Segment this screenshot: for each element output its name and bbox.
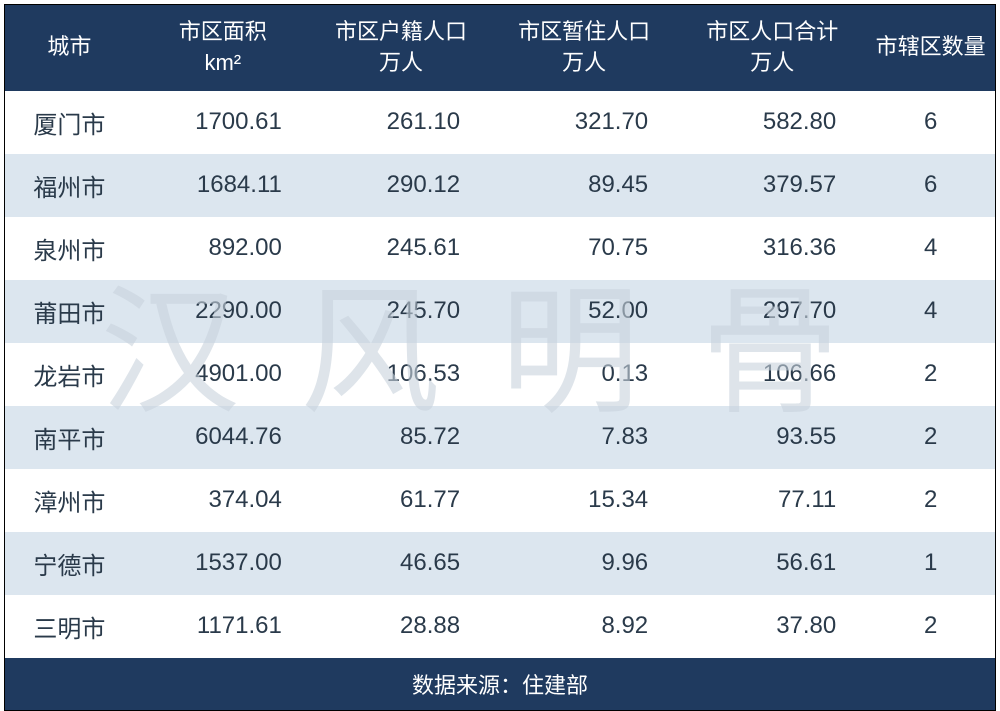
- header-label-line2: 万人: [562, 50, 606, 75]
- table-cell: 15.34: [490, 469, 678, 532]
- table-row: 宁德市1537.0046.659.9656.611: [5, 532, 995, 595]
- header-row: 城市市区面积km²市区户籍人口万人市区暂住人口万人市区人口合计万人市辖区数量: [5, 5, 995, 91]
- table-cell: 6: [866, 154, 995, 217]
- table-cell: 宁德市: [5, 532, 134, 595]
- header-label-line2: km²: [204, 50, 241, 75]
- header-cell-1: 市区面积 km²: [134, 5, 312, 91]
- table-cell: 6: [866, 91, 995, 154]
- table-cell: 2: [866, 469, 995, 532]
- header-cell-0: 城市: [5, 5, 134, 91]
- table-cell: 2: [866, 343, 995, 406]
- table-row: 三明市1171.6128.888.9237.802: [5, 595, 995, 658]
- table-cell: 261.10: [312, 91, 490, 154]
- header-cell-3: 市区暂住人口万人: [490, 5, 678, 91]
- table-body: 厦门市1700.61261.10321.70582.806福州市1684.112…: [5, 91, 995, 658]
- table-cell: 8.92: [490, 595, 678, 658]
- table-cell: 89.45: [490, 154, 678, 217]
- header-label-line2: 万人: [379, 50, 423, 75]
- table-cell: 297.70: [678, 280, 866, 343]
- table-cell: 52.00: [490, 280, 678, 343]
- table-cell: 892.00: [134, 217, 312, 280]
- table-cell: 1684.11: [134, 154, 312, 217]
- table-cell: 93.55: [678, 406, 866, 469]
- table-cell: 2: [866, 406, 995, 469]
- table-cell: 1537.00: [134, 532, 312, 595]
- table-row: 南平市6044.7685.727.8393.552: [5, 406, 995, 469]
- table-cell: 70.75: [490, 217, 678, 280]
- footer-row: 数据来源：住建部: [5, 658, 995, 710]
- header-label-line1: 市区面积: [179, 19, 267, 44]
- table-cell: 321.70: [490, 91, 678, 154]
- header-label-line1: 市区人口合计: [706, 19, 838, 44]
- table-cell: 582.80: [678, 91, 866, 154]
- table-cell: 莆田市: [5, 280, 134, 343]
- table-cell: 4: [866, 217, 995, 280]
- table-cell: 56.61: [678, 532, 866, 595]
- table-cell: 245.61: [312, 217, 490, 280]
- header-cell-2: 市区户籍人口万人: [312, 5, 490, 91]
- table-footer: 数据来源：住建部: [5, 658, 995, 710]
- table-cell: 2: [866, 595, 995, 658]
- table-cell: 1: [866, 532, 995, 595]
- table-row: 莆田市2290.00245.7052.00297.704: [5, 280, 995, 343]
- table-cell: 106.66: [678, 343, 866, 406]
- table-cell: 7.83: [490, 406, 678, 469]
- table-cell: 61.77: [312, 469, 490, 532]
- table-cell: 379.57: [678, 154, 866, 217]
- table-cell: 245.70: [312, 280, 490, 343]
- table-row: 厦门市1700.61261.10321.70582.806: [5, 91, 995, 154]
- table-cell: 三明市: [5, 595, 134, 658]
- table-cell: 28.88: [312, 595, 490, 658]
- footer-source-label: 数据来源：住建部: [5, 658, 995, 710]
- table-cell: 4: [866, 280, 995, 343]
- table-cell: 77.11: [678, 469, 866, 532]
- table-cell: 1700.61: [134, 91, 312, 154]
- table-cell: 4901.00: [134, 343, 312, 406]
- table-row: 漳州市374.0461.7715.3477.112: [5, 469, 995, 532]
- header-label-line2: 万人: [750, 50, 794, 75]
- table-cell: 37.80: [678, 595, 866, 658]
- header-label-line1: 市区暂住人口: [518, 19, 650, 44]
- table-row: 福州市1684.11290.1289.45379.576: [5, 154, 995, 217]
- table-cell: 1171.61: [134, 595, 312, 658]
- data-table-container: 城市市区面积km²市区户籍人口万人市区暂住人口万人市区人口合计万人市辖区数量 厦…: [4, 4, 996, 711]
- table-row: 龙岩市4901.00106.530.13106.662: [5, 343, 995, 406]
- table-cell: 龙岩市: [5, 343, 134, 406]
- table-cell: 85.72: [312, 406, 490, 469]
- table-cell: 南平市: [5, 406, 134, 469]
- header-cell-4: 市区人口合计万人: [678, 5, 866, 91]
- city-data-table: 城市市区面积km²市区户籍人口万人市区暂住人口万人市区人口合计万人市辖区数量 厦…: [5, 5, 995, 710]
- table-row: 泉州市892.00245.6170.75316.364: [5, 217, 995, 280]
- table-cell: 290.12: [312, 154, 490, 217]
- header-cell-5: 市辖区数量: [866, 5, 995, 91]
- table-cell: 漳州市: [5, 469, 134, 532]
- table-cell: 6044.76: [134, 406, 312, 469]
- table-cell: 厦门市: [5, 91, 134, 154]
- header-label-line1: 市区户籍人口: [335, 19, 467, 44]
- table-header: 城市市区面积km²市区户籍人口万人市区暂住人口万人市区人口合计万人市辖区数量: [5, 5, 995, 91]
- table-cell: 46.65: [312, 532, 490, 595]
- table-cell: 374.04: [134, 469, 312, 532]
- table-cell: 316.36: [678, 217, 866, 280]
- table-cell: 9.96: [490, 532, 678, 595]
- table-cell: 2290.00: [134, 280, 312, 343]
- table-cell: 福州市: [5, 154, 134, 217]
- table-cell: 106.53: [312, 343, 490, 406]
- table-cell: 0.13: [490, 343, 678, 406]
- table-cell: 泉州市: [5, 217, 134, 280]
